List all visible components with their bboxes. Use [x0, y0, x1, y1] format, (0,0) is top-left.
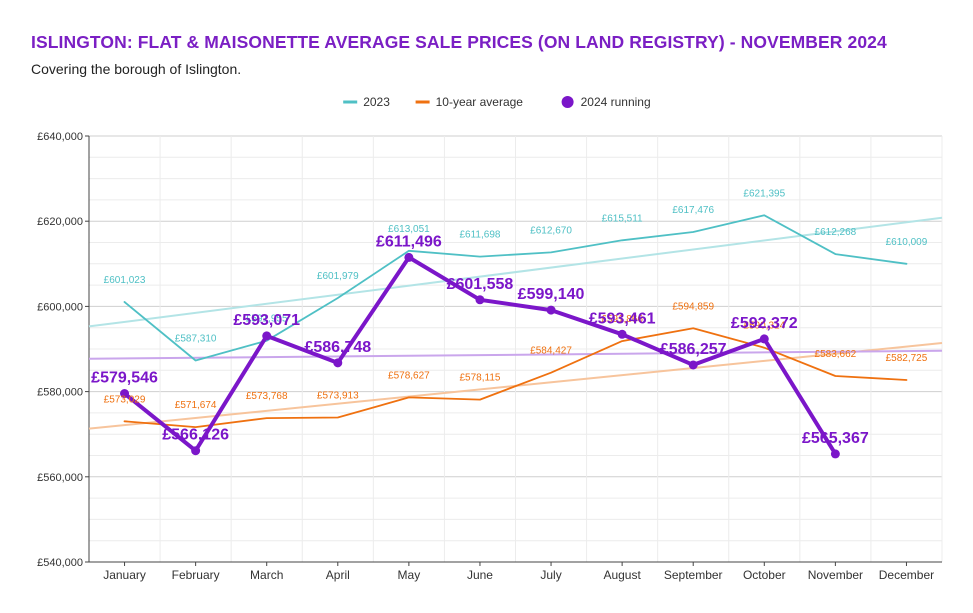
y-tick-label: £620,000 — [37, 216, 83, 228]
y-tick-label: £640,000 — [37, 131, 83, 143]
x-tick-label: May — [398, 568, 421, 582]
data-label-s2023: £612,670 — [530, 225, 572, 236]
legend-item-run2024: 2024 running — [561, 95, 651, 109]
series-line-avg — [123, 327, 908, 428]
y-tick-label: £580,000 — [37, 387, 83, 399]
axes: £540,000 £560,000 £580,000 £600,000 £620,000… — [37, 131, 942, 582]
data-label-s2023: £601,979 — [317, 271, 359, 282]
chart-subtitle: Covering the borough of Islington. — [31, 61, 242, 77]
data-label-run2024: £586,257 — [660, 341, 727, 358]
data-label-avg: £594,859 — [672, 301, 714, 312]
data-label-s2023: £610,009 — [886, 237, 928, 248]
data-label-s2023: £587,310 — [175, 333, 217, 344]
data-label-avg: £571,674 — [175, 400, 217, 411]
data-label-avg: £591,866 — [601, 314, 643, 325]
series-point-run2024 — [617, 329, 627, 339]
x-tick-label: October — [743, 568, 786, 582]
legend: 2023 10-year average 2024 running — [343, 95, 651, 109]
series-point-run2024 — [262, 331, 272, 341]
x-tick-label: December — [879, 568, 934, 582]
data-label-run2024: £611,496 — [376, 233, 442, 250]
data-label-run2024: £579,546 — [91, 370, 158, 387]
legend-item-avg: 10-year average — [415, 95, 524, 109]
data-label-s2023: £612,268 — [815, 227, 857, 238]
legend-label-run2024: 2024 running — [581, 95, 651, 109]
x-tick-label: March — [250, 568, 283, 582]
data-label-avg: £578,115 — [459, 373, 500, 384]
y-tick-label: £600,000 — [37, 301, 83, 313]
series-point-run2024 — [333, 358, 343, 368]
data-labels: £601,023 £587,310 £591,955 £601,979 £613,051… — [91, 188, 928, 447]
trendline-run2024 — [88, 349, 943, 360]
data-label-s2023: £617,476 — [672, 205, 714, 216]
x-tick-label: September — [664, 568, 723, 582]
data-label-run2024: £599,140 — [518, 286, 585, 303]
data-label-avg: £590,314 — [743, 321, 785, 332]
series-point-run2024 — [404, 252, 414, 262]
series-line-s2023 — [123, 214, 908, 362]
series-point-run2024 — [830, 449, 840, 459]
x-tick-label: August — [603, 568, 641, 582]
data-label-s2023: £615,511 — [602, 213, 643, 224]
legend-item-s2023: 2023 — [343, 95, 390, 109]
data-label-s2023: £611,698 — [459, 230, 500, 241]
data-label-run2024: £601,558 — [447, 276, 514, 293]
data-label-avg: £582,725 — [886, 353, 928, 364]
data-label-s2023: £591,955 — [246, 314, 288, 325]
data-label-avg: £583,662 — [815, 349, 857, 360]
data-label-run2024: £586,748 — [304, 339, 371, 356]
data-label-run2024: £592,372 — [731, 315, 798, 332]
trendline-s2023 — [88, 216, 943, 328]
series-point-run2024 — [475, 295, 485, 305]
series-lines — [120, 214, 908, 459]
data-label-avg: £584,427 — [530, 346, 572, 357]
data-label-avg: £573,768 — [246, 391, 288, 402]
x-tick-label: November — [808, 568, 863, 582]
legend-label-avg: 10-year average — [436, 95, 524, 109]
data-label-avg: £578,627 — [388, 370, 430, 381]
data-label-run2024: £593,461 — [589, 310, 656, 327]
x-tick-label: June — [467, 568, 493, 582]
y-tick-label: £540,000 — [37, 557, 83, 569]
data-label-run2024: £593,071 — [233, 312, 300, 329]
data-label-run2024: £565,367 — [802, 430, 869, 447]
x-tick-label: April — [326, 568, 350, 582]
series-point-run2024 — [759, 334, 769, 344]
data-label-s2023: £621,395 — [743, 188, 785, 199]
series-point-run2024 — [688, 360, 698, 370]
series-point-run2024 — [120, 389, 130, 399]
data-label-avg: £573,913 — [317, 391, 359, 402]
y-tick-label: £560,000 — [37, 472, 83, 484]
series-point-run2024 — [546, 305, 556, 315]
x-tick-label: January — [103, 568, 146, 582]
data-label-run2024: £566,126 — [162, 427, 229, 444]
chart-title: ISLINGTON: FLAT & MAISONETTE AVERAGE SAL… — [31, 32, 887, 52]
legend-label-s2023: 2023 — [363, 95, 390, 109]
data-label-s2023: £601,023 — [104, 275, 146, 286]
series-point-run2024 — [191, 446, 201, 456]
legend-marker-run2024 — [561, 96, 574, 108]
data-label-s2023: £613,051 — [388, 224, 430, 235]
x-tick-label: February — [172, 568, 220, 582]
x-tick-label: July — [540, 568, 561, 582]
data-label-avg: £573,029 — [104, 394, 146, 405]
